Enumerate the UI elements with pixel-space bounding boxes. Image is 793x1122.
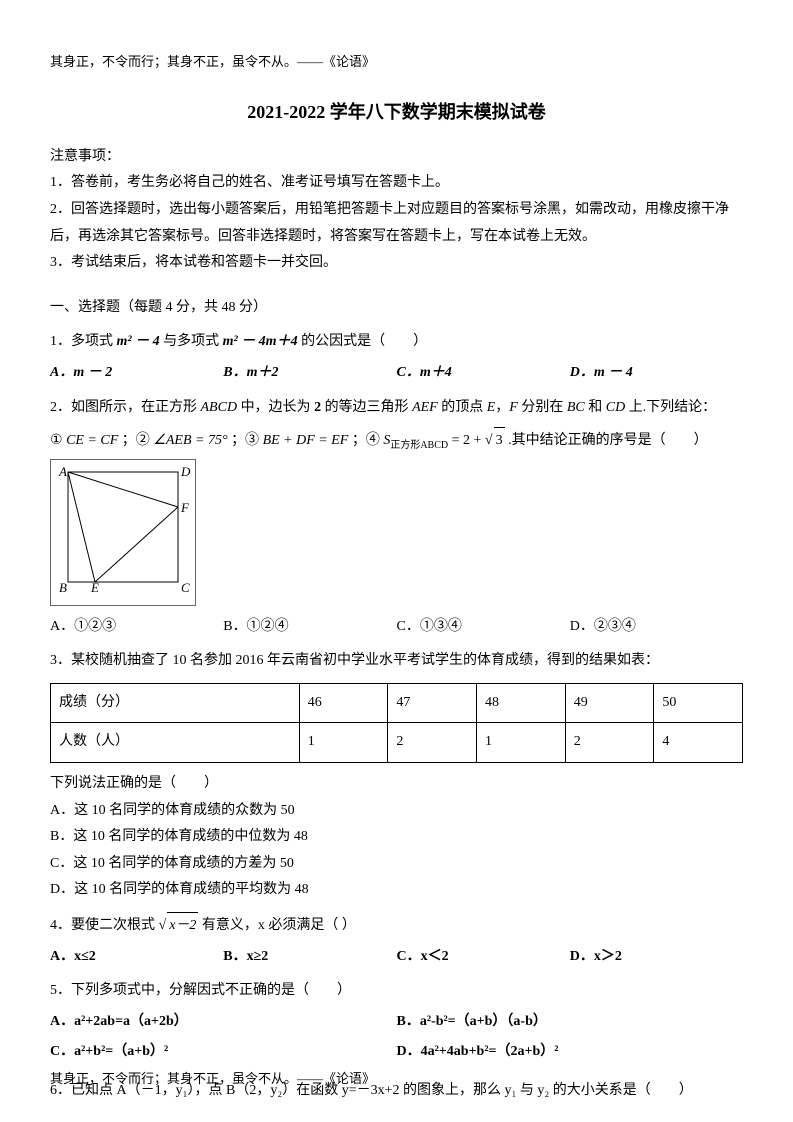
q2: 2．如图所示，在正方形 ABCD 中，边长为 2 的等边三角形 AEF 的顶点 … bbox=[50, 395, 743, 422]
q2-abcd: ABCD bbox=[201, 400, 238, 415]
q4-options: A．x≤2 B．x≥2 C．x＜2 D．x＞2 bbox=[50, 944, 743, 971]
q4: 4．要使二次根式 x－2 有意义，x 必须满足（ ） bbox=[50, 912, 743, 940]
q2-c3b: BE + DF = EF bbox=[263, 433, 349, 448]
q2-conds: ① CE = CF ；② ∠AEB = 75° ；③ BE + DF = EF … bbox=[50, 427, 743, 455]
q2-c2b: ∠AEB = 75° bbox=[153, 433, 227, 448]
footer-quote: 其身正，不令而行；其身不正，虽令不从。——《论语》 bbox=[50, 1067, 375, 1092]
fig-label-e: E bbox=[90, 580, 99, 592]
q4-opt-b: B．x≥2 bbox=[223, 944, 396, 971]
q2-cd: CD bbox=[606, 400, 625, 415]
q4-opt-d: D．x＞2 bbox=[570, 944, 743, 971]
fig-label-c: C bbox=[181, 580, 190, 592]
q3-r2-2: 2 bbox=[388, 723, 477, 763]
notice-1: 1．答卷前，考生务必将自己的姓名、准考证号填写在答题卡上。 bbox=[50, 170, 743, 197]
q3-opt-c: C．这 10 名同学的体育成绩的方差为 50 bbox=[50, 851, 743, 878]
q3-th-0: 成绩（分） bbox=[51, 683, 300, 723]
q1-opt-a: A．m － 2 bbox=[50, 360, 223, 387]
q2-figure: A D B C E F bbox=[50, 459, 196, 606]
q3-r2-5: 4 bbox=[654, 723, 743, 763]
q2-c1a: ① bbox=[50, 433, 66, 448]
q4-opt-c: C．x＜2 bbox=[397, 944, 570, 971]
section-1-head: 一、选择题（每题 4 分，共 48 分） bbox=[50, 295, 743, 322]
q2-e: E bbox=[487, 400, 496, 415]
q3-r2-1: 1 bbox=[299, 723, 388, 763]
sqrt-icon-2 bbox=[159, 918, 167, 933]
q4-b: 有意义，x 必须满足（ ） bbox=[198, 918, 356, 933]
fig-label-a: A bbox=[58, 464, 67, 479]
q2-bc: BC bbox=[567, 400, 585, 415]
q2-opt-b: B．①②④ bbox=[223, 614, 396, 641]
q2-a: 2．如图所示，在正方形 bbox=[50, 400, 201, 415]
q2-and: 和 bbox=[585, 400, 606, 415]
q5-stem: 5．下列多项式中，分解因式不正确的是（ ） bbox=[50, 978, 743, 1005]
header-quote: 其身正，不令而行；其身不正，虽令不从。——《论语》 bbox=[50, 50, 743, 75]
notice-head: 注意事项： bbox=[50, 144, 743, 171]
q2-options: A．①②③ B．①②④ C．①③④ D．②③④ bbox=[50, 614, 743, 641]
q3-th-4: 49 bbox=[565, 683, 654, 723]
q4-a: 4．要使二次根式 bbox=[50, 918, 159, 933]
q2-tail: .其中结论正确的序号是（ ） bbox=[508, 433, 708, 448]
q2-c4a: ；④ bbox=[352, 433, 384, 448]
notice-2: 2．回答选择题时，选出每小题答案后，用铅笔把答题卡上对应题目的答案标号涂黑，如需… bbox=[50, 197, 743, 250]
q5-opt-a: A．a²+2ab=a（a+2b） bbox=[50, 1009, 397, 1036]
q3-table: 成绩（分） 46 47 48 49 50 人数（人） 1 2 1 2 4 bbox=[50, 683, 743, 763]
q2-opt-a: A．①②③ bbox=[50, 614, 223, 641]
fig-label-d: D bbox=[180, 464, 191, 479]
q1-stem-a: 1．多项式 bbox=[50, 334, 117, 349]
q2-c2a: ；② bbox=[122, 433, 154, 448]
q3-r2-0: 人数（人） bbox=[51, 723, 300, 763]
q3-opt-a: A．这 10 名同学的体育成绩的众数为 50 bbox=[50, 798, 743, 825]
q1-stem-c: 的公因式是（ ） bbox=[298, 334, 428, 349]
q2-f2: 上.下列结论： bbox=[625, 400, 716, 415]
q3-after: 下列说法正确的是（ ） bbox=[50, 771, 743, 798]
fig-label-b: B bbox=[59, 580, 67, 592]
q2-aef: AEF bbox=[412, 400, 438, 415]
q1: 1．多项式 m² － 4 与多项式 m² － 4m＋4 的公因式是（ ） bbox=[50, 329, 743, 356]
square-triangle-diagram: A D B C E F bbox=[53, 462, 193, 592]
q5-options: A．a²+2ab=a（a+2b） B．a²-b²=（a+b）（a-b） C．a²… bbox=[50, 1009, 743, 1070]
q2-d: 的顶点 bbox=[438, 400, 487, 415]
q3-opt-b: B．这 10 名同学的体育成绩的中位数为 48 bbox=[50, 824, 743, 851]
q3-r2-4: 2 bbox=[565, 723, 654, 763]
sqrt-icon bbox=[485, 433, 493, 448]
q1-options: A．m － 2 B．m＋2 C．m＋4 D．m － 4 bbox=[50, 360, 743, 387]
q3-th-2: 47 bbox=[388, 683, 477, 723]
q2-c4b-eq: = 2 + bbox=[448, 433, 485, 448]
q3-th-1: 46 bbox=[299, 683, 388, 723]
q1-opt-b: B．m＋2 bbox=[223, 360, 396, 387]
q3-stem: 3．某校随机抽查了 10 名参加 2016 年云南省初中学业水平考试学生的体育成… bbox=[50, 648, 743, 675]
q2-c4b-root: 3 bbox=[494, 427, 505, 455]
q1-opt-d: D．m － 4 bbox=[570, 360, 743, 387]
q2-f: F bbox=[509, 400, 518, 415]
page-title: 2021-2022 学年八下数学期末模拟试卷 bbox=[50, 95, 743, 129]
notice-3: 3．考试结束后，将本试卷和答题卡一并交回。 bbox=[50, 250, 743, 277]
q2-c: 的等边三角形 bbox=[321, 400, 412, 415]
q5-opt-d: D．4a²+4ab+b²=（2a+b）² bbox=[397, 1039, 744, 1066]
q1-expr2: m² － 4m＋4 bbox=[223, 334, 298, 349]
q4-opt-a: A．x≤2 bbox=[50, 944, 223, 971]
q2-b: 中，边长为 bbox=[237, 400, 314, 415]
q3-opt-d: D．这 10 名同学的体育成绩的平均数为 48 bbox=[50, 877, 743, 904]
q5-opt-c: C．a²+b²=（a+b）² bbox=[50, 1039, 397, 1066]
q2-c4b-sub: 正方形ABCD bbox=[390, 440, 448, 451]
q1-stem-b: 与多项式 bbox=[160, 334, 223, 349]
q1-opt-c: C．m＋4 bbox=[397, 360, 570, 387]
q2-comma: ， bbox=[495, 400, 509, 415]
q4-root: x－2 bbox=[167, 912, 198, 940]
q5-opt-b: B．a²-b²=（a+b）（a-b） bbox=[397, 1009, 744, 1036]
q1-expr1: m² － 4 bbox=[117, 334, 160, 349]
q2-c1b: CE = CF bbox=[66, 433, 118, 448]
fig-label-f: F bbox=[180, 500, 190, 515]
q3-th-3: 48 bbox=[477, 683, 566, 723]
q2-e2: 分别在 bbox=[518, 400, 567, 415]
q2-c3a: ；③ bbox=[231, 433, 263, 448]
q3-r2-3: 1 bbox=[477, 723, 566, 763]
q2-opt-d: D．②③④ bbox=[570, 614, 743, 641]
q2-two: 2 bbox=[314, 400, 321, 415]
q2-opt-c: C．①③④ bbox=[397, 614, 570, 641]
q3-th-5: 50 bbox=[654, 683, 743, 723]
